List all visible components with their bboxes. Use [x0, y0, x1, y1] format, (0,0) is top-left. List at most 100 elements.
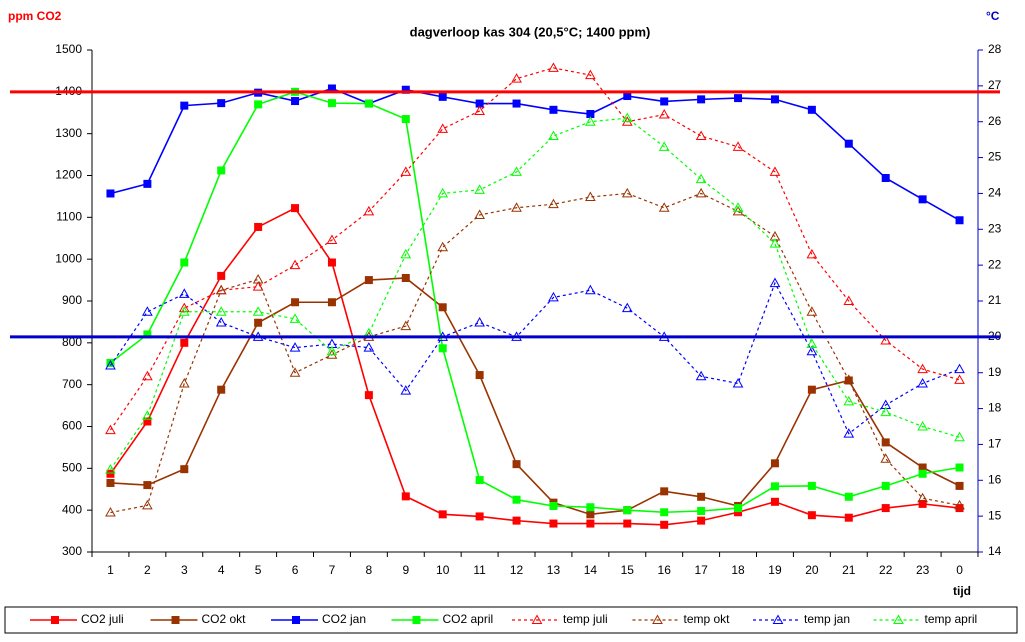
- data-point: [438, 303, 447, 312]
- data-point: [695, 187, 707, 198]
- y-tick-label: 300: [62, 544, 82, 558]
- x-tick-label: 1: [107, 563, 114, 577]
- data-point: [106, 358, 115, 367]
- data-point: [658, 202, 670, 212]
- data-point: [437, 187, 449, 198]
- data-point: [437, 123, 449, 133]
- legend-marker: [171, 616, 180, 624]
- data-point: [954, 363, 965, 374]
- data-point: [658, 109, 670, 119]
- data-point: [474, 316, 485, 327]
- data-point: [438, 92, 447, 101]
- data-point: [400, 248, 412, 259]
- data-point: [291, 298, 300, 307]
- data-point: [586, 503, 595, 512]
- data-point: [254, 222, 263, 231]
- y-tick-label: 1500: [55, 42, 82, 56]
- legend-label: CO2 okt: [202, 612, 247, 626]
- data-point: [585, 191, 596, 202]
- data-point: [769, 238, 781, 248]
- y-tick-label: 1300: [55, 126, 82, 140]
- data-point: [623, 92, 632, 101]
- data-point: [217, 271, 226, 280]
- legend-marker: [412, 616, 421, 624]
- x-tick-label: 0: [956, 563, 963, 577]
- data-point: [695, 370, 707, 381]
- data-point: [254, 100, 263, 109]
- data-point: [880, 406, 892, 417]
- legend-marker: [772, 614, 784, 624]
- data-point: [770, 482, 779, 491]
- data-point: [769, 166, 781, 176]
- data-point: [217, 166, 226, 175]
- data-point: [917, 420, 928, 431]
- x-tick-label: 17: [694, 563, 708, 577]
- data-point: [217, 99, 226, 108]
- y2-tick-label: 21: [988, 293, 1002, 307]
- data-point: [180, 465, 189, 474]
- series-line: [109, 207, 960, 526]
- y2-tick-label: 26: [988, 114, 1002, 128]
- data-point: [178, 306, 190, 316]
- data-point: [954, 499, 965, 510]
- y2-tick-label: 19: [988, 365, 1002, 379]
- data-point: [364, 391, 373, 400]
- x-tick-label: 8: [366, 563, 373, 577]
- data-point: [252, 281, 264, 291]
- x-tick-label: 4: [218, 563, 225, 577]
- y-tick-label: 1000: [55, 251, 82, 265]
- data-point: [511, 202, 522, 212]
- x-tick-label: 3: [181, 563, 188, 577]
- data-point: [437, 241, 449, 252]
- legend-label: temp okt: [684, 612, 731, 626]
- data-point: [806, 345, 818, 356]
- x-axis-label: tijd: [953, 584, 971, 598]
- x-tick-label: 7: [329, 563, 336, 577]
- data-point: [917, 492, 928, 503]
- data-point: [178, 377, 190, 388]
- legend-label: CO2 jan: [322, 612, 366, 626]
- data-point: [917, 377, 928, 388]
- data-point: [621, 302, 633, 313]
- data-point: [658, 141, 670, 151]
- data-point: [955, 463, 964, 472]
- data-point: [400, 320, 412, 331]
- data-point: [660, 520, 669, 529]
- data-point: [807, 511, 816, 520]
- y2-tick-label: 23: [988, 221, 1002, 235]
- y2-tick-label: 16: [988, 472, 1002, 486]
- data-point: [327, 258, 336, 267]
- data-point: [289, 367, 301, 377]
- series-line: [109, 90, 960, 514]
- data-point: [474, 105, 485, 115]
- data-point: [548, 130, 559, 141]
- data-point: [363, 205, 375, 216]
- data-point: [180, 338, 189, 347]
- data-point: [881, 504, 890, 513]
- legend-marker: [893, 614, 904, 624]
- data-point: [180, 258, 189, 267]
- data-point: [511, 166, 522, 176]
- data-point: [252, 273, 264, 284]
- data-point: [252, 306, 264, 316]
- data-point: [142, 499, 153, 510]
- data-point: [142, 410, 153, 420]
- data-point: [512, 99, 521, 108]
- x-tick-label: 19: [768, 563, 782, 577]
- data-point: [400, 166, 412, 176]
- data-point: [215, 284, 227, 295]
- data-point: [548, 62, 559, 72]
- data-point: [106, 469, 115, 478]
- x-tick-label: 18: [731, 563, 745, 577]
- data-point: [844, 492, 853, 501]
- data-point: [400, 385, 412, 395]
- data-point: [918, 469, 927, 478]
- data-point: [512, 495, 521, 504]
- data-point: [660, 97, 669, 106]
- data-point: [326, 234, 338, 245]
- data-point: [844, 139, 853, 148]
- data-point: [770, 95, 779, 104]
- data-point: [697, 516, 706, 525]
- legend-marker: [51, 616, 59, 624]
- data-point: [695, 130, 707, 141]
